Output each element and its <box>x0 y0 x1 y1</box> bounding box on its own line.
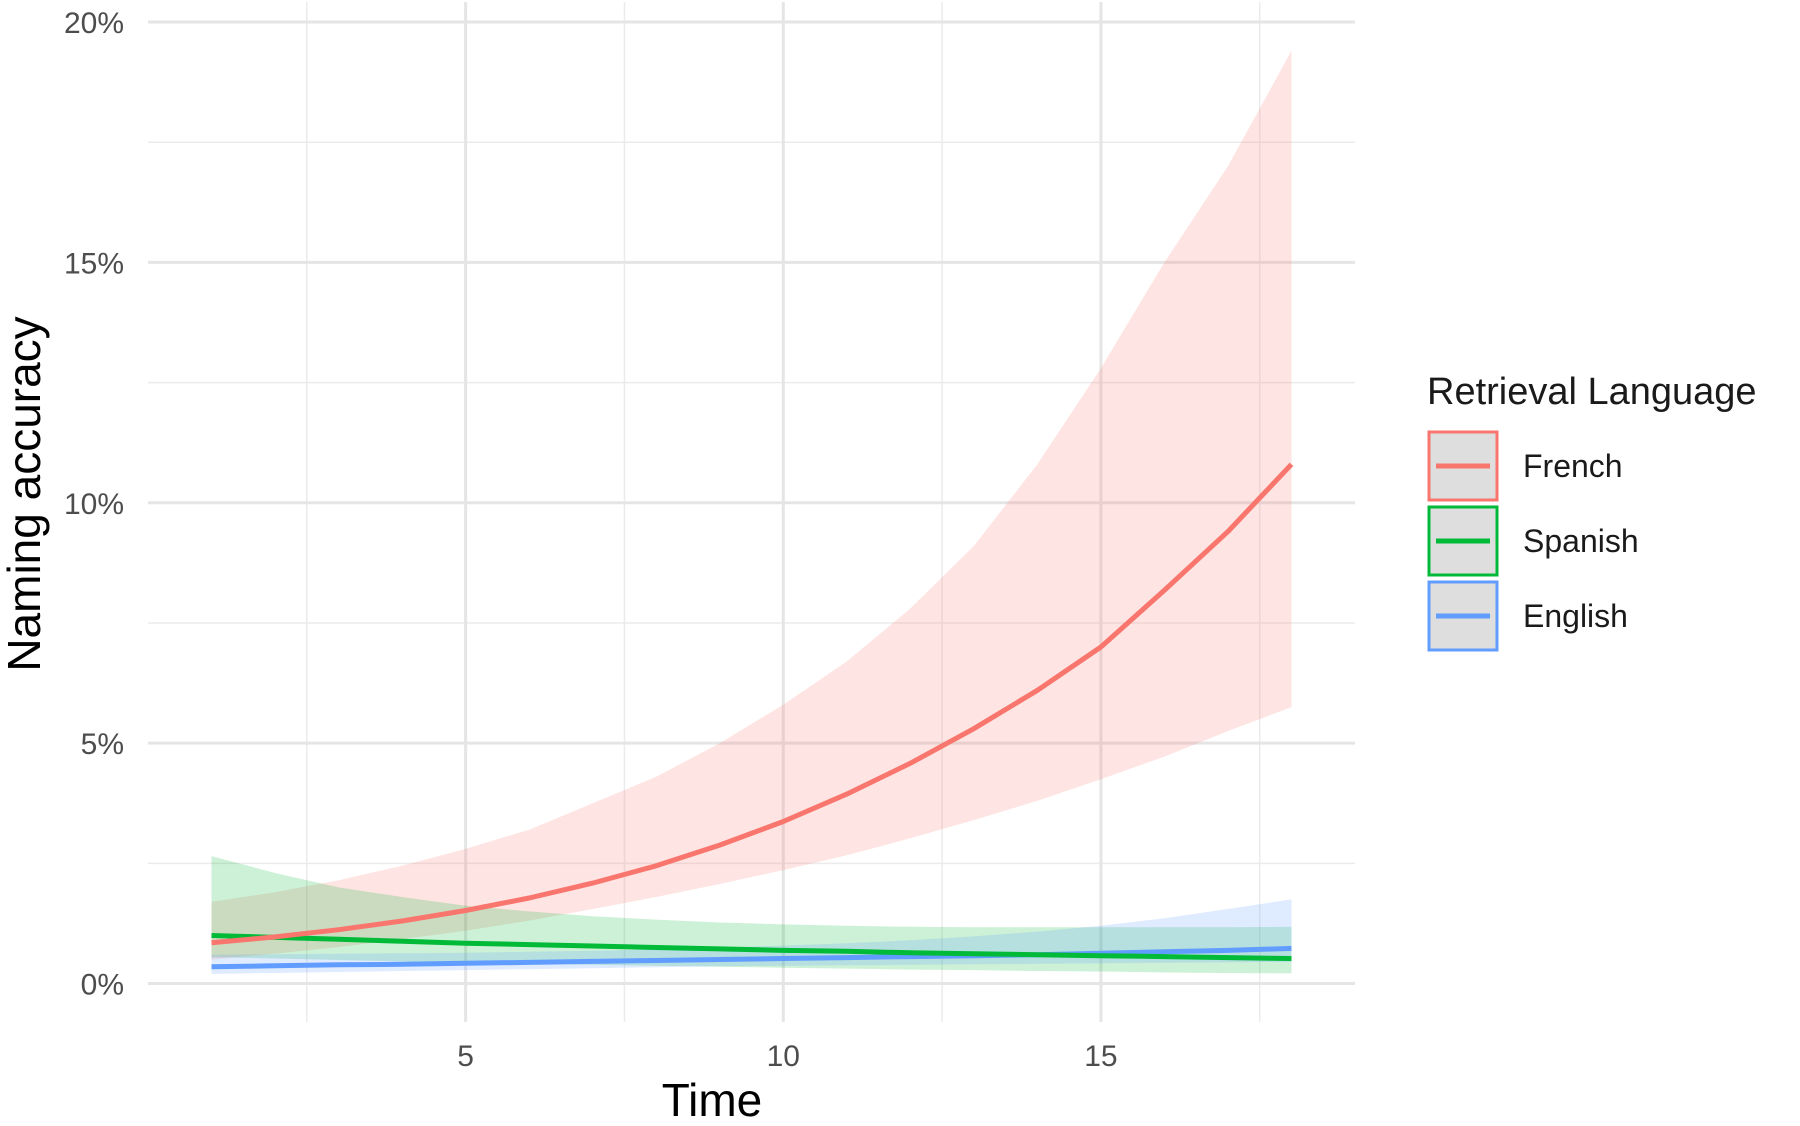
legend-item-spanish: Spanish <box>1427 505 1639 577</box>
x-tick-label: 5 <box>457 1040 474 1073</box>
legend-label: English <box>1523 598 1628 634</box>
y-tick-label: 15% <box>64 247 124 280</box>
grid <box>148 2 1355 1022</box>
x-tick-label: 15 <box>1084 1040 1117 1073</box>
line-french <box>211 462 1294 946</box>
y-tick-label: 20% <box>64 7 124 40</box>
legend: Retrieval Language French Spanish English <box>1427 371 1757 652</box>
legend-title: Retrieval Language <box>1427 371 1757 413</box>
x-tick-label: 10 <box>767 1040 800 1073</box>
legend-item-french: French <box>1427 430 1623 502</box>
y-tick-label: 0% <box>81 969 124 1002</box>
line-english <box>211 945 1292 970</box>
series-lines <box>211 462 1294 970</box>
y-tick-label: 5% <box>81 728 124 761</box>
x-axis-title: Time <box>662 1074 763 1126</box>
y-axis-tick-labels: 0% 5% 10% 15% 20% <box>64 7 124 1002</box>
legend-items: French Spanish English <box>1427 430 1639 652</box>
y-tick-label: 10% <box>64 488 124 521</box>
legend-item-english: English <box>1427 580 1628 652</box>
line-spanish <box>211 933 1292 961</box>
legend-label: French <box>1523 448 1623 484</box>
legend-label: Spanish <box>1523 523 1639 559</box>
ribbon-french <box>211 50 1292 960</box>
x-axis-tick-labels: 5 10 15 <box>457 1040 1117 1073</box>
y-axis-title: Naming accuracy <box>0 316 50 671</box>
